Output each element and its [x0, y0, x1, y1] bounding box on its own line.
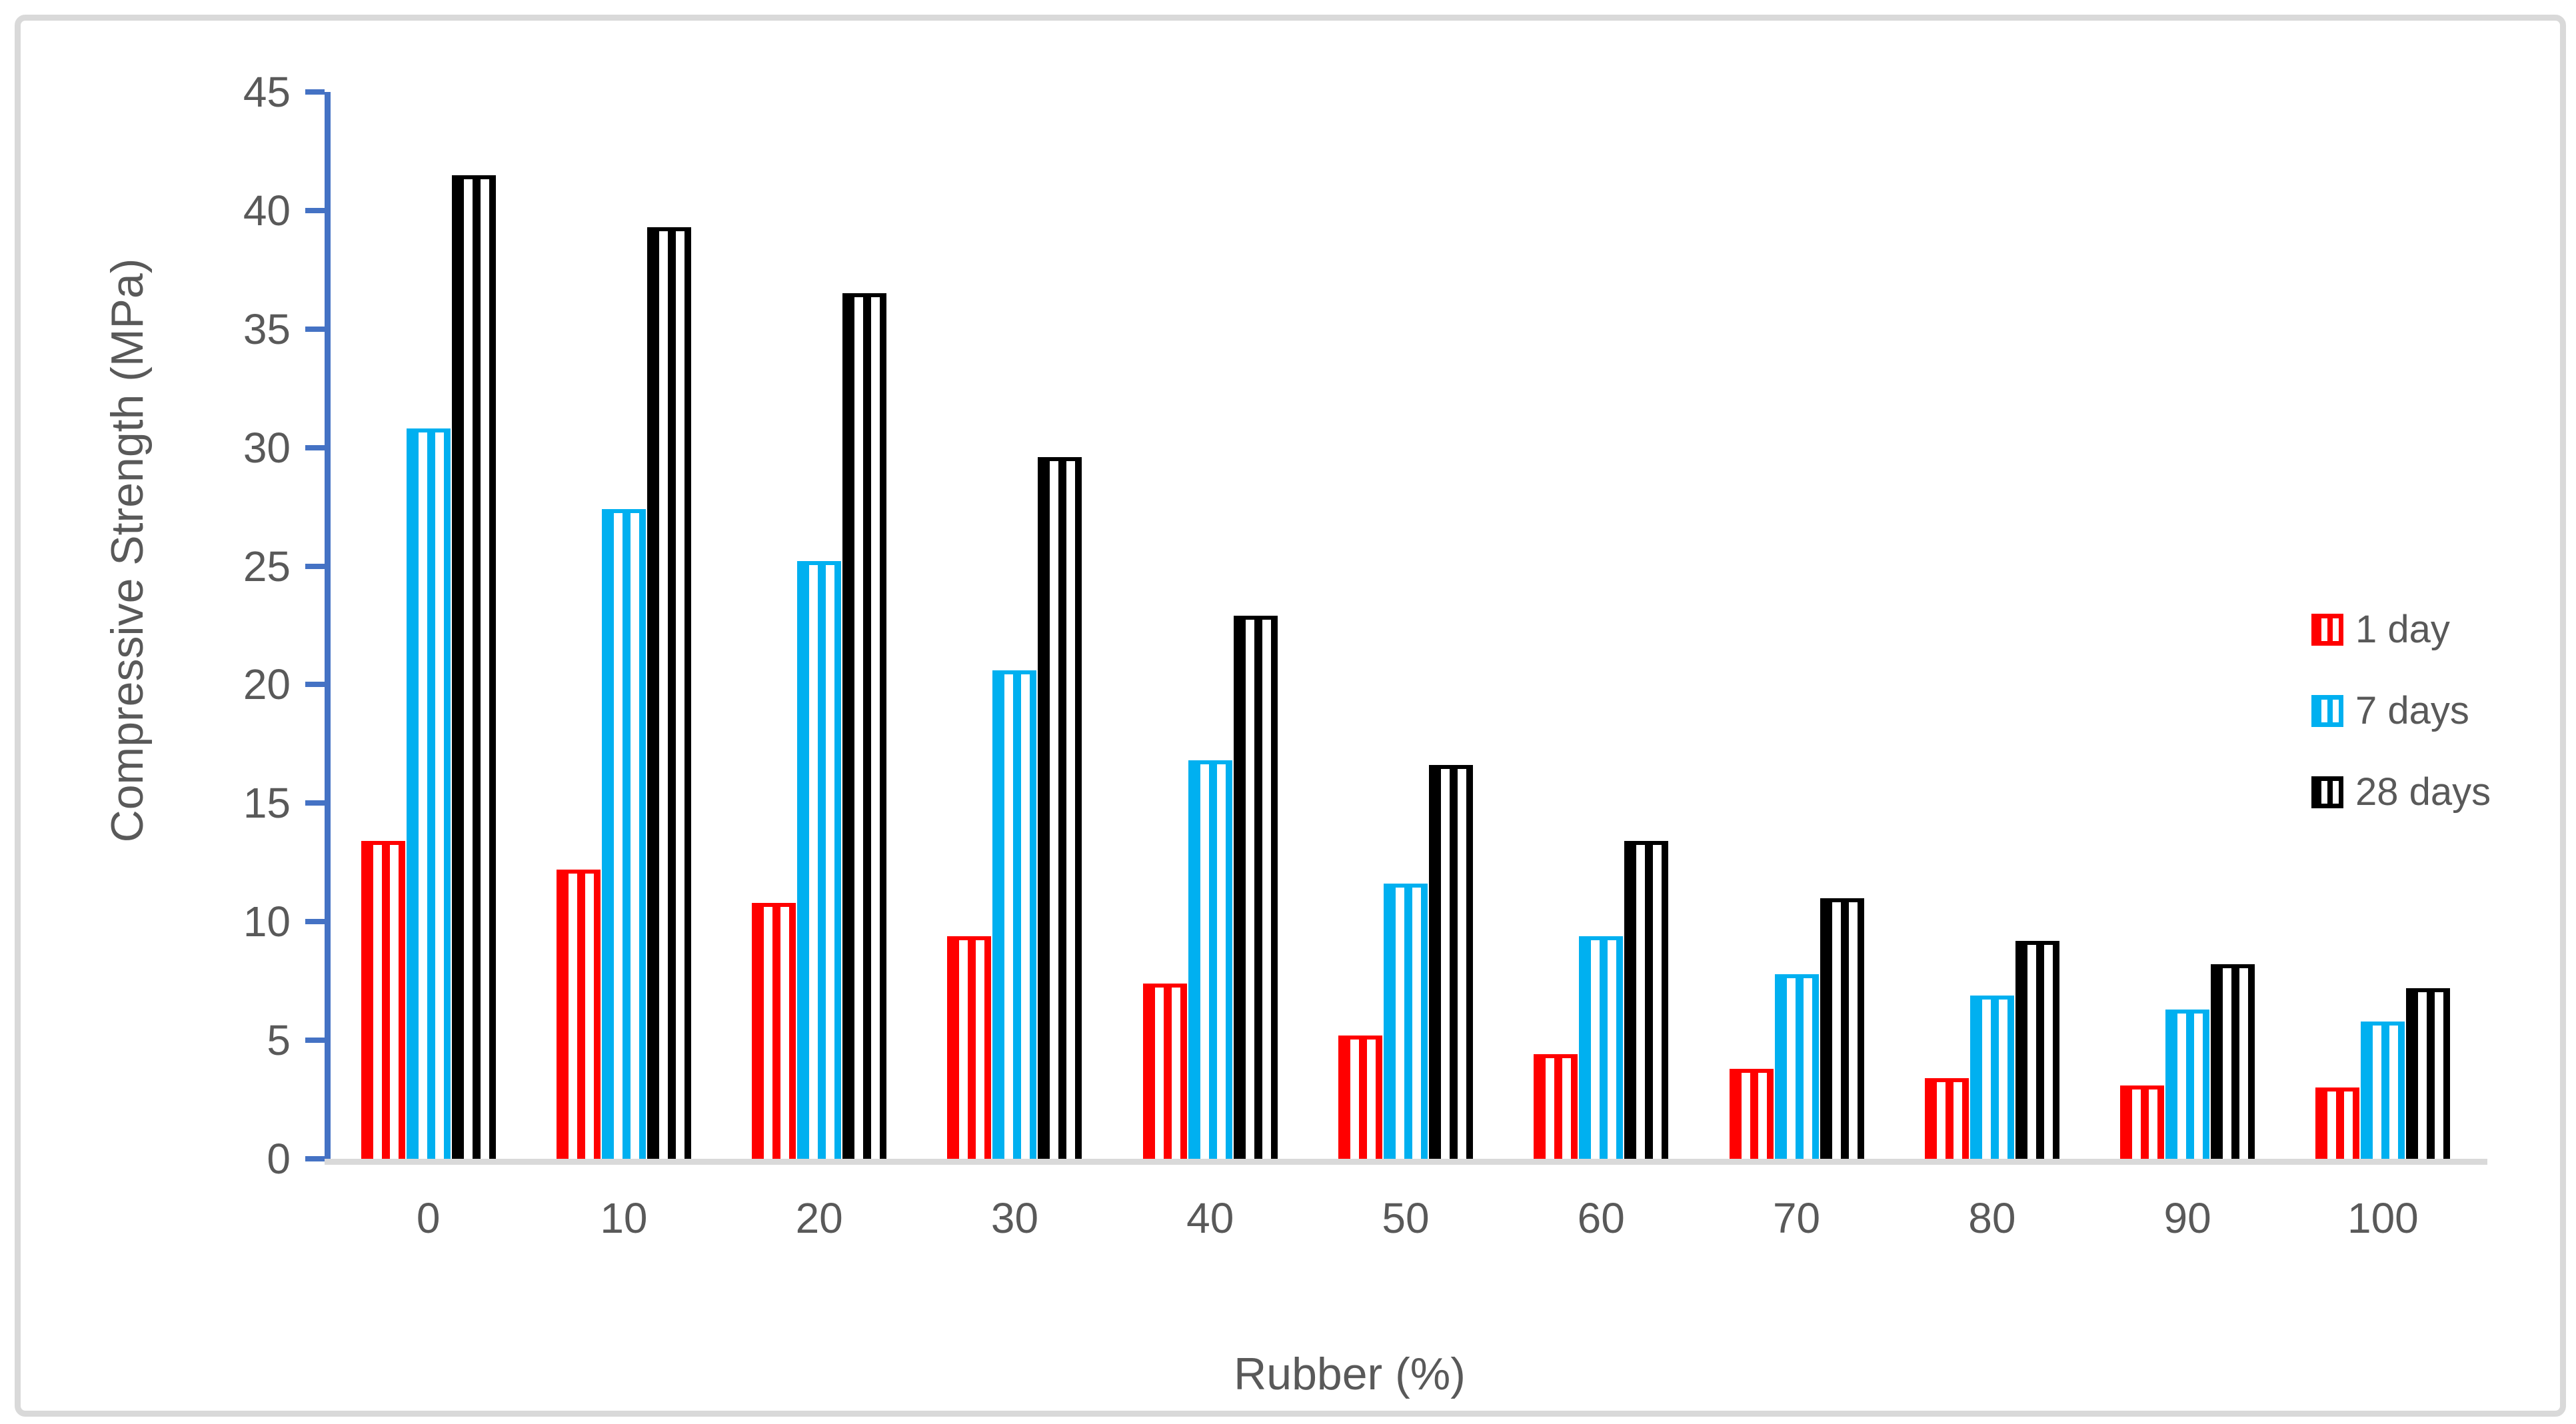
legend-swatch-28-days-icon: [2311, 776, 2343, 808]
x-tick-label: 50: [1382, 1194, 1430, 1242]
bar-28-days-70: [1820, 898, 1864, 1159]
y-tick-label: 0: [267, 1135, 291, 1183]
plot-area: 0 5 10 15 20 25 30 35 40 45 0 10 20 30 40 50 60 70 80 90 10…: [243, 71, 2487, 1242]
y-tick-label: 40: [243, 186, 291, 235]
y-tick-label: 30: [243, 423, 291, 472]
y-tick-label: 20: [243, 660, 291, 709]
y-tick: [305, 207, 325, 213]
y-tick-label: 15: [243, 779, 291, 828]
bar-7-days-40: [1188, 760, 1232, 1159]
y-tick: [305, 682, 325, 688]
y-tick: [305, 89, 325, 95]
bar-1-day-100: [2315, 1087, 2360, 1159]
x-axis-title: Rubber (%): [1234, 1349, 1466, 1399]
bar-1-day-0: [361, 841, 405, 1159]
x-tick-label: 100: [2347, 1194, 2419, 1242]
y-axis-title: Compressive Strength (MPa): [102, 258, 153, 843]
legend-label: 28 days: [2355, 770, 2491, 814]
bar-7-days-0: [406, 428, 451, 1159]
bar-group-100: [2285, 92, 2481, 1159]
bar-1-day-30: [947, 936, 992, 1159]
bar-7-days-10: [601, 509, 646, 1159]
bar-28-days-10: [646, 227, 691, 1159]
bar-7-days-80: [1969, 995, 2014, 1159]
y-tick-label: 35: [243, 305, 291, 353]
bar-7-days-70: [1774, 974, 1819, 1159]
bar-1-day-40: [1142, 983, 1187, 1159]
x-tick-label: 60: [1577, 1194, 1625, 1242]
bar-7-days-100: [2361, 1021, 2405, 1159]
legend: 1 day 7 days 28 days: [2311, 608, 2491, 852]
legend-item-7-days: 7 days: [2311, 690, 2491, 732]
bar-28-days-90: [2211, 964, 2255, 1159]
y-tick: [305, 800, 325, 806]
bar-1-day-70: [1729, 1068, 1774, 1159]
x-tick-label: 80: [1968, 1194, 2016, 1242]
y-axis-line: [325, 92, 331, 1159]
x-tick-label: 90: [2163, 1194, 2211, 1242]
bar-28-days-30: [1038, 456, 1082, 1159]
bar-group-80: [1894, 92, 2089, 1159]
bar-28-days-0: [451, 175, 496, 1159]
legend-swatch-1-day-icon: [2311, 614, 2343, 646]
bar-group-70: [1699, 92, 1894, 1159]
bar-28-days-80: [2015, 940, 2059, 1159]
x-tick-label: 10: [600, 1194, 648, 1242]
x-axis-line: [325, 1159, 2487, 1165]
bar-7-days-90: [2165, 1009, 2210, 1159]
bar-1-day-20: [752, 902, 796, 1159]
y-tick-label: 25: [243, 542, 291, 590]
legend-item-28-days: 28 days: [2311, 771, 2491, 814]
bar-group-30: [917, 92, 1112, 1159]
bar-1-day-80: [1924, 1078, 1969, 1159]
legend-label: 7 days: [2355, 689, 2469, 732]
legend-label: 1 day: [2355, 608, 2450, 651]
x-tick-label: 20: [795, 1194, 843, 1242]
chart-frame: 0 5 10 15 20 25 30 35 40 45 0 10 20 30 40 50 60 70 80 90 10…: [15, 15, 2566, 1417]
x-tick-label: 0: [416, 1194, 441, 1242]
bar-group-40: [1112, 92, 1308, 1159]
bar-1-day-90: [2120, 1085, 2165, 1159]
legend-item-1-day: 1 day: [2311, 608, 2491, 651]
bar-group-10: [526, 92, 721, 1159]
bar-7-days-60: [1579, 936, 1624, 1159]
y-tick-label: 10: [243, 898, 291, 946]
bar-28-days-50: [1428, 765, 1473, 1159]
bar-group-0: [331, 92, 526, 1159]
y-tick: [305, 563, 325, 569]
bar-group-20: [722, 92, 917, 1159]
bar-group-60: [1504, 92, 1699, 1159]
y-tick: [305, 919, 325, 925]
bar-1-day-10: [556, 869, 601, 1159]
bar-28-days-40: [1233, 616, 1278, 1159]
bar-7-days-50: [1383, 884, 1428, 1159]
y-tick-label: 5: [267, 1016, 291, 1065]
x-tick-label: 40: [1186, 1194, 1234, 1242]
x-tick-label: 70: [1772, 1194, 1821, 1242]
y-tick: [305, 444, 325, 450]
bar-7-days-30: [992, 670, 1037, 1159]
y-tick: [305, 1156, 325, 1161]
bar-group-50: [1308, 92, 1503, 1159]
bar-28-days-100: [2406, 988, 2451, 1159]
bar-7-days-20: [797, 561, 842, 1159]
y-tick-label: 45: [243, 68, 291, 116]
bar-group-90: [2089, 92, 2285, 1159]
bar-1-day-50: [1338, 1036, 1382, 1159]
bar-28-days-20: [842, 293, 887, 1159]
y-tick: [305, 326, 325, 332]
y-tick: [305, 1038, 325, 1044]
legend-swatch-7-days-icon: [2311, 695, 2343, 727]
x-tick-label: 30: [990, 1194, 1039, 1242]
bar-1-day-60: [1534, 1054, 1578, 1159]
bar-28-days-60: [1624, 841, 1669, 1159]
